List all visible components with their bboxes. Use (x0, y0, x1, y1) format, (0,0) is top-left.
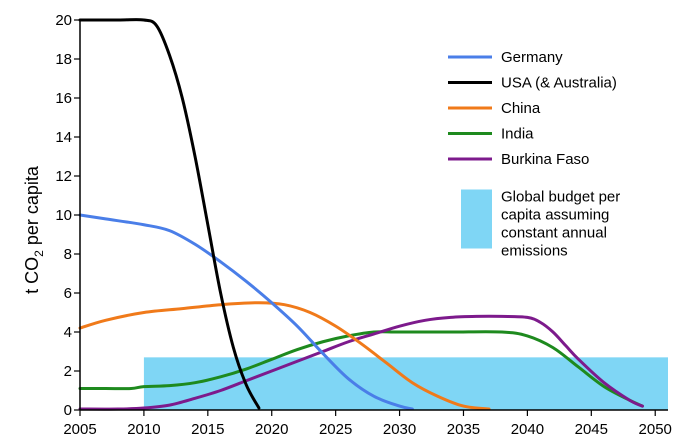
y-tick-label: 16 (55, 90, 72, 107)
legend-label-usa-australia: USA (& Australia) (501, 75, 617, 92)
x-tick-label: 2035 (447, 421, 480, 438)
x-tick-label: 2015 (191, 421, 224, 438)
budget-band-layer (143, 357, 669, 410)
y-tick-label: 18 (55, 51, 72, 68)
x-tick-label: 2010 (127, 421, 160, 438)
x-tick-label: 2005 (63, 421, 96, 438)
series-line-india (78, 330, 644, 408)
x-tick-label: 2025 (319, 421, 352, 438)
y-tick-label: 20 (55, 12, 72, 29)
x-tick-label: 2045 (575, 421, 608, 438)
legend: Germany USA (& Australia) China India Burkin… (448, 49, 620, 260)
legend-label-india: India (501, 126, 534, 143)
legend-label-china: China (501, 100, 541, 117)
y-axis-title: t CO2 per capita (22, 165, 46, 294)
legend-label-germany: Germany (501, 49, 563, 66)
x-tick-label: 2050 (639, 421, 672, 438)
legend-label-global-budget-line: Global budget per (501, 189, 620, 206)
series-line-usa-australia (78, 18, 261, 410)
legend-label-global-budget-line: emissions (501, 243, 568, 260)
series-layer (78, 18, 644, 411)
y-tick-label: 0 (64, 402, 72, 419)
legend-label-burkina-faso: Burkina Faso (501, 151, 589, 168)
y-tick-label: 12 (55, 168, 72, 185)
x-tick-label: 2030 (383, 421, 416, 438)
series-line-china (78, 301, 491, 411)
legend-label-global-budget-line: capita assuming (501, 207, 609, 224)
y-tick-label: 14 (55, 129, 72, 146)
y-axis-title-part-1: t CO (22, 257, 42, 294)
y-tick-label: 8 (64, 246, 72, 263)
y-tick-label: 6 (64, 285, 72, 302)
y-tick-label: 4 (64, 324, 72, 341)
y-axis-title-part-2: per capita (22, 165, 42, 250)
series-line-germany (78, 213, 414, 411)
y-axis-title-subscript: 2 (32, 250, 46, 257)
y-tick-label: 2 (64, 363, 72, 380)
legend-label-global-budget-line: constant annual (501, 225, 607, 242)
y-tick-label: 10 (55, 207, 72, 224)
x-tick-label: 2020 (255, 421, 288, 438)
legend-swatch-global-budget (461, 189, 492, 249)
series-line-burkina-faso (78, 314, 644, 411)
global-budget-band (143, 357, 669, 410)
axis-layer: 2005 2010 2015 2020 2025 2030 2035 2040 2045 2050… (55, 12, 672, 438)
x-tick-label: 2040 (511, 421, 544, 438)
